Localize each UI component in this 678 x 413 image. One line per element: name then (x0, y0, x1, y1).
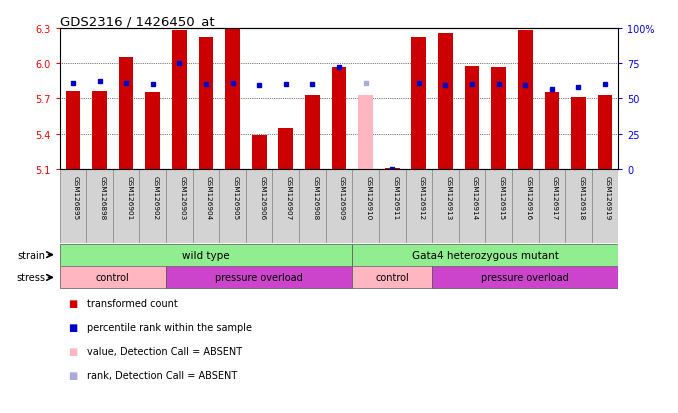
Bar (146, 93, 160, 169)
Text: stress: stress (17, 273, 45, 283)
Bar (66, 92, 80, 169)
Bar (512, 169, 538, 244)
Bar (60, 169, 86, 244)
Text: GSM126909: GSM126909 (339, 175, 345, 219)
Text: GSM126903: GSM126903 (180, 175, 185, 219)
Bar (353, 244, 618, 266)
Bar (518, 31, 532, 169)
Text: control: control (376, 273, 409, 283)
Bar (299, 169, 325, 244)
Bar (544, 93, 559, 169)
Bar (252, 135, 266, 169)
Bar (193, 169, 219, 244)
Text: GSM126898: GSM126898 (100, 175, 106, 219)
Bar (305, 95, 320, 169)
Text: GSM126912: GSM126912 (419, 175, 425, 219)
Bar (538, 169, 565, 244)
Bar (199, 38, 214, 169)
Bar (140, 169, 166, 244)
Text: strain: strain (18, 250, 45, 260)
Bar (492, 67, 506, 169)
Text: GSM126914: GSM126914 (472, 175, 478, 219)
Text: GSM126901: GSM126901 (126, 175, 132, 219)
Bar (219, 169, 246, 244)
Text: GSM126915: GSM126915 (498, 175, 504, 219)
Bar (438, 33, 453, 169)
Bar (119, 58, 134, 169)
Text: wild type: wild type (182, 250, 230, 260)
Text: GSM126917: GSM126917 (552, 175, 558, 219)
Bar (60, 244, 353, 266)
Text: rank, Detection Call = ABSENT: rank, Detection Call = ABSENT (87, 370, 237, 380)
Text: GSM126910: GSM126910 (365, 175, 372, 219)
Bar (405, 169, 432, 244)
Bar (92, 92, 107, 169)
Bar (273, 169, 299, 244)
Text: ■: ■ (68, 347, 77, 356)
Text: GSM126918: GSM126918 (578, 175, 584, 219)
Bar (379, 169, 405, 244)
Text: GSM126911: GSM126911 (392, 175, 398, 219)
Text: ■: ■ (68, 299, 77, 309)
Bar (598, 95, 612, 169)
Bar (412, 38, 426, 169)
Text: ■: ■ (68, 370, 77, 380)
Bar (485, 169, 512, 244)
Text: GSM126902: GSM126902 (153, 175, 159, 219)
Text: value, Detection Call = ABSENT: value, Detection Call = ABSENT (87, 347, 242, 356)
Text: GSM126895: GSM126895 (73, 175, 79, 219)
Bar (464, 66, 479, 169)
Text: GSM126904: GSM126904 (206, 175, 212, 219)
Bar (166, 267, 353, 289)
Bar (353, 267, 432, 289)
Text: GSM126913: GSM126913 (445, 175, 452, 219)
Bar (113, 169, 140, 244)
Bar (86, 169, 113, 244)
Bar (358, 95, 373, 169)
Text: ■: ■ (68, 323, 77, 332)
Text: GSM126919: GSM126919 (605, 175, 611, 219)
Bar (385, 168, 399, 169)
Bar (353, 169, 379, 244)
Text: GSM126907: GSM126907 (286, 175, 292, 219)
Bar (225, 29, 240, 169)
Bar (279, 128, 293, 169)
Text: GSM126905: GSM126905 (233, 175, 239, 219)
Bar (325, 169, 353, 244)
Bar (246, 169, 273, 244)
Bar (592, 169, 618, 244)
Bar (60, 267, 166, 289)
Text: transformed count: transformed count (87, 299, 178, 309)
Text: control: control (96, 273, 129, 283)
Text: GSM126916: GSM126916 (525, 175, 532, 219)
Bar (432, 169, 459, 244)
Bar (166, 169, 193, 244)
Text: percentile rank within the sample: percentile rank within the sample (87, 323, 252, 332)
Bar (432, 267, 618, 289)
Text: GDS2316 / 1426450_at: GDS2316 / 1426450_at (60, 15, 214, 28)
Text: Gata4 heterozygous mutant: Gata4 heterozygous mutant (412, 250, 559, 260)
Bar (459, 169, 485, 244)
Bar (172, 31, 186, 169)
Bar (565, 169, 592, 244)
Text: pressure overload: pressure overload (216, 273, 303, 283)
Text: GSM126906: GSM126906 (259, 175, 265, 219)
Text: GSM126908: GSM126908 (313, 175, 319, 219)
Bar (571, 98, 586, 169)
Bar (332, 67, 346, 169)
Text: pressure overload: pressure overload (481, 273, 569, 283)
